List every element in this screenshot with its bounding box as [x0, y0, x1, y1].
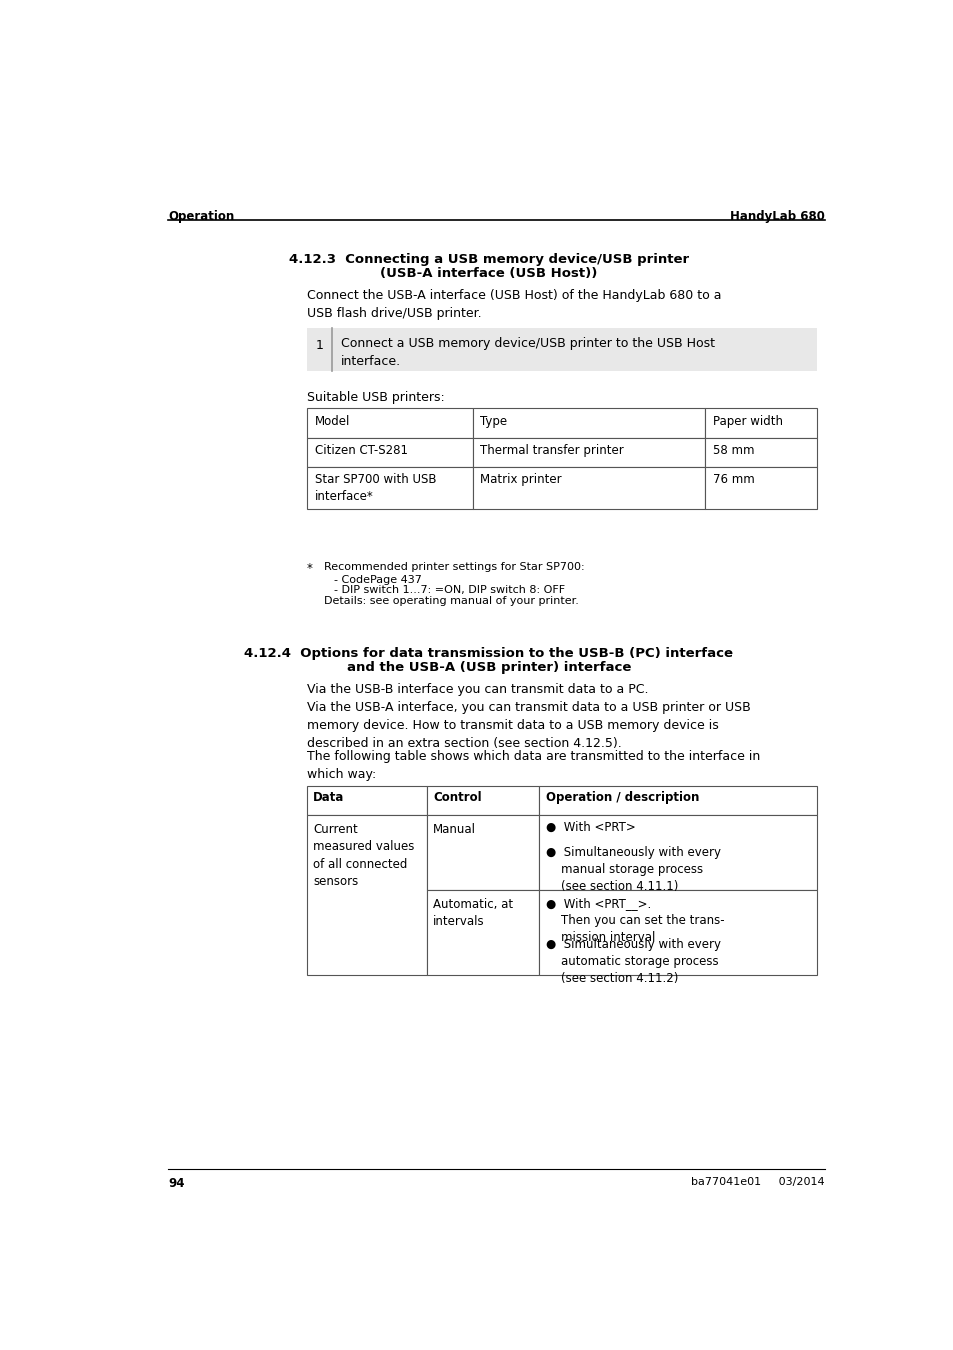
Bar: [472, 409, 704, 437]
Text: Paper width: Paper width: [712, 414, 781, 428]
Bar: [427, 891, 538, 975]
Text: Automatic, at
intervals: Automatic, at intervals: [433, 898, 513, 927]
Text: 58 mm: 58 mm: [712, 444, 753, 456]
Text: ba77041e01     03/2014: ba77041e01 03/2014: [690, 1177, 823, 1187]
Text: (USB-A interface (USB Host)): (USB-A interface (USB Host)): [380, 267, 597, 279]
Bar: [307, 467, 472, 509]
Text: Thermal transfer printer: Thermal transfer printer: [480, 444, 623, 456]
Text: Current
measured values
of all connected
sensors: Current measured values of all connected…: [313, 822, 414, 888]
Text: 4.12.4  Options for data transmission to the USB-B (PC) interface: 4.12.4 Options for data transmission to …: [244, 647, 733, 660]
Text: and the USB-A (USB printer) interface: and the USB-A (USB printer) interface: [346, 662, 631, 674]
Text: Via the USB-B interface you can transmit data to a PC.
Via the USB-A interface, : Via the USB-B interface you can transmit…: [307, 683, 750, 751]
Bar: [704, 409, 816, 437]
Bar: [307, 786, 427, 815]
Bar: [472, 437, 704, 467]
Text: Details: see operating manual of your printer.: Details: see operating manual of your pr…: [323, 597, 578, 606]
Text: ●  Simultaneously with every
    automatic storage process
    (see section 4.11: ● Simultaneously with every automatic st…: [545, 938, 720, 985]
Text: The following table shows which data are transmitted to the interface in
which w: The following table shows which data are…: [307, 751, 760, 782]
Text: Suitable USB printers:: Suitable USB printers:: [307, 392, 444, 405]
Text: Model: Model: [314, 414, 350, 428]
Text: 76 mm: 76 mm: [712, 472, 754, 486]
Bar: [307, 437, 472, 467]
Text: Citizen CT-S281: Citizen CT-S281: [314, 444, 407, 456]
Text: 1: 1: [314, 339, 323, 352]
Text: Type: Type: [480, 414, 507, 428]
FancyBboxPatch shape: [307, 328, 816, 371]
Bar: [307, 409, 472, 437]
Text: Connect the USB-A interface (USB Host) of the HandyLab 680 to a
USB flash drive/: Connect the USB-A interface (USB Host) o…: [307, 289, 720, 320]
Text: 4.12.3  Connecting a USB memory device/USB printer: 4.12.3 Connecting a USB memory device/US…: [289, 252, 688, 266]
Text: Connect a USB memory device/USB printer to the USB Host
interface.: Connect a USB memory device/USB printer …: [340, 336, 714, 367]
Text: Operation / description: Operation / description: [545, 791, 699, 805]
Text: 94: 94: [168, 1177, 184, 1189]
Text: HandyLab 680: HandyLab 680: [729, 209, 823, 223]
Text: - DIP switch 1...7: =ON, DIP switch 8: OFF: - DIP switch 1...7: =ON, DIP switch 8: O…: [334, 586, 564, 595]
Text: Recommended printer settings for Star SP700:: Recommended printer settings for Star SP…: [323, 563, 584, 572]
Text: Matrix printer: Matrix printer: [480, 472, 561, 486]
Bar: [704, 467, 816, 509]
Text: ●  With <PRT>: ● With <PRT>: [545, 821, 635, 834]
Text: Manual: Manual: [433, 822, 476, 836]
Bar: [704, 437, 816, 467]
Bar: [538, 891, 816, 975]
Bar: [307, 815, 427, 975]
Text: - CodePage 437: - CodePage 437: [334, 575, 421, 585]
Text: ●  Simultaneously with every
    manual storage process
    (see section 4.11.1): ● Simultaneously with every manual stora…: [545, 845, 720, 892]
Text: ●  With <PRT__>.
    Then you can set the trans-
    mission interval: ● With <PRT__>. Then you can set the tra…: [545, 896, 723, 944]
Bar: [427, 786, 538, 815]
Bar: [538, 786, 816, 815]
Bar: [427, 815, 538, 891]
Text: Star SP700 with USB
interface*: Star SP700 with USB interface*: [314, 472, 436, 504]
Text: Operation: Operation: [168, 209, 234, 223]
Bar: [538, 815, 816, 891]
Text: Data: Data: [313, 791, 344, 805]
Text: *: *: [307, 563, 313, 575]
Text: Control: Control: [433, 791, 481, 805]
Bar: [472, 467, 704, 509]
